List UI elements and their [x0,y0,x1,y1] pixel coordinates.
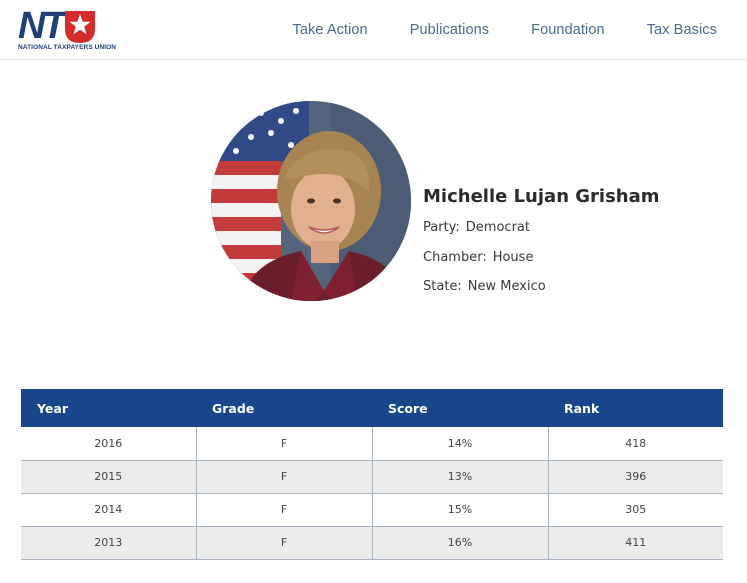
score-cell: 16% [372,526,549,560]
table-row: 2016 F 14% 418 [21,427,723,461]
state-label: State: [423,279,462,294]
score-cell: 14% [372,427,549,461]
logo-subtitle: NATIONAL TAXPAYERS UNION [18,44,117,51]
grade-cell: F [196,460,373,494]
logo-mark: NT [18,5,95,47]
party-row: Party: Democrat [423,220,660,250]
ntu-logo[interactable]: NT NATIONAL TAXPAYERS UNION [18,5,117,53]
grade-cell: F [196,493,373,527]
party-value: Democrat [465,220,530,235]
rank-cell: 411 [548,526,723,560]
chamber-label: Chamber: [423,249,487,265]
logo-letters: NT [18,5,66,47]
nav-take-action[interactable]: Take Action [292,22,368,38]
chamber-value: House [492,249,534,265]
column-header-rank: Rank [548,389,723,427]
ratings-table: Year Grade Score Rank 2016 F 14% 418 201… [21,389,723,560]
nav-publications[interactable]: Publications [409,22,490,38]
rank-cell: 305 [548,493,723,527]
column-header-score: Score [372,389,548,427]
year-cell: 2014 [21,493,197,527]
score-cell: 15% [372,493,549,527]
portrait-photo [211,101,411,301]
rank-cell: 396 [548,460,723,494]
year-cell: 2015 [21,460,197,494]
table-row: 2015 F 13% 396 [21,460,723,494]
year-cell: 2016 [21,427,197,461]
table-row: 2013 F 16% 411 [21,526,723,560]
profile-name: Michelle Lujan Grisham [423,186,660,207]
party-label: Party: [423,220,460,235]
state-value: New Mexico [467,279,546,294]
table-row: 2014 F 15% 305 [21,493,723,527]
site-header: NT NATIONAL TAXPAYERS UNION Take Action … [0,0,747,60]
logo-shield-star-icon [64,11,95,43]
profile-info: Michelle Lujan Grisham Party: Democrat Ch… [423,186,660,309]
grade-cell: F [196,526,373,560]
year-cell: 2013 [21,526,197,560]
nav-tax-basics[interactable]: Tax Basics [646,22,717,38]
main-nav: Take Action Publications Foundation Tax … [250,22,717,38]
score-cell: 13% [372,460,549,494]
table-header-row: Year Grade Score Rank [21,389,723,427]
rank-cell: 418 [548,427,723,461]
column-header-year: Year [21,389,196,427]
state-row: State: New Mexico [423,279,660,309]
chamber-row: Chamber: House [423,250,660,280]
column-header-grade: Grade [196,389,372,427]
grade-cell: F [196,427,373,461]
nav-foundation[interactable]: Foundation [531,22,605,38]
